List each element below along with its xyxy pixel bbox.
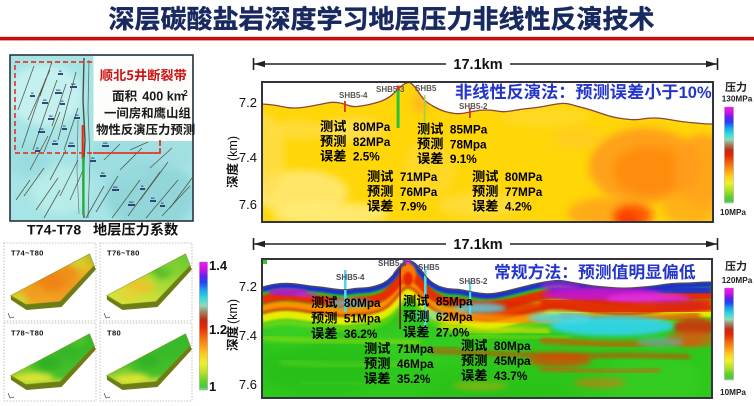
svg-text:1.2: 1.2 bbox=[209, 322, 227, 337]
svg-text:77MPa: 77MPa bbox=[505, 185, 543, 199]
svg-text:SHB5: SHB5 bbox=[418, 263, 440, 272]
svg-text:SHB5-4: SHB5-4 bbox=[336, 273, 365, 282]
svg-text:SHB5: SHB5 bbox=[415, 84, 437, 93]
svg-text:T76~T80: T76~T80 bbox=[107, 249, 140, 258]
svg-text:130MPa: 130MPa bbox=[722, 95, 753, 104]
svg-text:7.2: 7.2 bbox=[239, 279, 257, 294]
svg-text:78Mpa: 78Mpa bbox=[450, 137, 487, 151]
svg-text:80Mpa: 80Mpa bbox=[494, 339, 531, 353]
svg-text:2.5%: 2.5% bbox=[353, 150, 380, 164]
svg-text:85MPa: 85MPa bbox=[450, 123, 488, 137]
svg-text:4.2%: 4.2% bbox=[505, 200, 532, 214]
svg-text:80MPa: 80MPa bbox=[505, 170, 543, 184]
svg-text:10MPa: 10MPa bbox=[720, 208, 746, 217]
svg-text:62Mpa: 62Mpa bbox=[436, 310, 473, 324]
svg-text:36.2%: 36.2% bbox=[344, 327, 378, 341]
svg-text:1.4: 1.4 bbox=[209, 258, 228, 273]
svg-text:1: 1 bbox=[209, 379, 216, 394]
svg-text:51Mpa: 51Mpa bbox=[344, 312, 381, 326]
svg-text:82MPa: 82MPa bbox=[353, 135, 391, 149]
svg-text:17.1km: 17.1km bbox=[453, 57, 502, 73]
svg-text:17.1km: 17.1km bbox=[453, 237, 502, 253]
svg-text:10MPa: 10MPa bbox=[720, 388, 746, 397]
svg-text:2: 2 bbox=[183, 89, 188, 98]
svg-text:SHB5-2: SHB5-2 bbox=[459, 277, 488, 286]
svg-text:SHB5-3: SHB5-3 bbox=[378, 259, 407, 268]
svg-text:T74-T78: T74-T78 bbox=[27, 222, 81, 238]
svg-text:85Mpa: 85Mpa bbox=[436, 295, 473, 309]
svg-text:9.1%: 9.1% bbox=[450, 152, 477, 166]
svg-text:35.2%: 35.2% bbox=[397, 372, 431, 386]
svg-text:71Mpa: 71Mpa bbox=[397, 342, 434, 356]
svg-text:46Mpa: 46Mpa bbox=[397, 357, 434, 371]
svg-text:80Mpa: 80Mpa bbox=[344, 296, 381, 310]
svg-text:T74~T80: T74~T80 bbox=[11, 249, 44, 258]
svg-text:T80: T80 bbox=[107, 329, 121, 338]
svg-text:7.6: 7.6 bbox=[239, 197, 257, 212]
svg-text:7.4: 7.4 bbox=[239, 328, 257, 343]
svg-text:80MPa: 80MPa bbox=[353, 120, 391, 134]
svg-text:7.2: 7.2 bbox=[239, 95, 257, 110]
svg-text:10%: 10% bbox=[679, 84, 712, 102]
svg-text:7.6: 7.6 bbox=[239, 377, 257, 392]
svg-text:SHB5-4: SHB5-4 bbox=[339, 91, 368, 100]
svg-text:7.9%: 7.9% bbox=[400, 200, 427, 214]
svg-text:120MPa: 120MPa bbox=[722, 276, 753, 285]
svg-text:(km): (km) bbox=[226, 299, 240, 324]
svg-text:71MPa: 71MPa bbox=[400, 170, 438, 184]
svg-text:T78~T80: T78~T80 bbox=[11, 329, 44, 338]
svg-text:45Mpa: 45Mpa bbox=[494, 354, 531, 368]
svg-text:SHB5-2: SHB5-2 bbox=[459, 102, 488, 111]
svg-text:(km): (km) bbox=[226, 136, 240, 161]
svg-text:43.7%: 43.7% bbox=[494, 369, 528, 383]
svg-text:7.4: 7.4 bbox=[239, 150, 257, 165]
svg-text:27.0%: 27.0% bbox=[436, 326, 470, 340]
svg-text:76MPa: 76MPa bbox=[400, 185, 438, 199]
svg-text:SHB5-3: SHB5-3 bbox=[376, 85, 405, 94]
svg-text:400 km: 400 km bbox=[142, 90, 185, 104]
